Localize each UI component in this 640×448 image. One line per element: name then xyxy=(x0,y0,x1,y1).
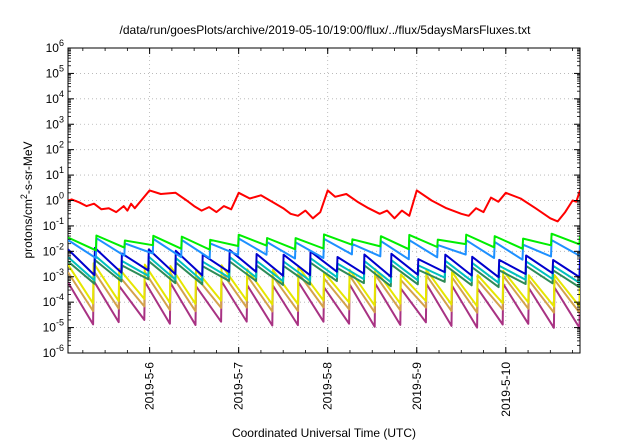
series-line xyxy=(68,189,580,223)
y-tick-exponent: 1 xyxy=(59,165,64,175)
y-tick-exponent: 2 xyxy=(59,140,64,150)
y-tick-exponent: -2 xyxy=(56,241,64,251)
series-group xyxy=(68,189,580,329)
x-tick-label: 2019-5-10 xyxy=(499,362,513,417)
y-tick-label: 10-1 xyxy=(43,216,64,233)
y-tick-exponent: -1 xyxy=(56,216,64,226)
y-tick-base: 10 xyxy=(46,92,60,106)
y-tick-label: 10-4 xyxy=(43,292,64,309)
y-tick-exponent: -5 xyxy=(56,318,64,328)
y-tick-label: 101 xyxy=(46,165,64,182)
y-tick-base: 10 xyxy=(43,295,57,309)
y-tick-label: 100 xyxy=(46,191,64,208)
y-tick-label: 10-6 xyxy=(43,343,64,360)
y-tick-label: 10-5 xyxy=(43,318,64,335)
y-tick-exponent: 6 xyxy=(59,38,64,48)
x-tick-label: 2019-5-9 xyxy=(410,362,424,410)
y-axis-label: protons/cm2-s-sr-MeV xyxy=(19,141,35,258)
y-tick-base: 10 xyxy=(43,270,57,284)
x-tick-label: 2019-5-7 xyxy=(232,362,246,410)
y-tick-label: 102 xyxy=(46,140,64,157)
x-tick-label: 2019-5-8 xyxy=(321,362,335,410)
y-axis-label-suffix: -s-sr-MeV xyxy=(21,141,35,194)
y-axis-label-sup: 2 xyxy=(19,194,29,199)
y-tick-label: 10-2 xyxy=(43,241,64,258)
y-tick-base: 10 xyxy=(43,321,57,335)
chart-title: /data/run/goesPlots/archive/2019-05-10/1… xyxy=(120,23,532,37)
y-tick-base: 10 xyxy=(46,143,60,157)
y-tick-exponent: -4 xyxy=(56,292,64,302)
series-line xyxy=(68,246,580,279)
x-axis: 2019-5-6 2019-5-7 2019-5-8 2019-5-9 2019-5-1… xyxy=(82,48,573,417)
y-tick-exponent: -6 xyxy=(56,343,64,353)
y-tick-base: 10 xyxy=(46,194,60,208)
y-tick-label: 104 xyxy=(46,89,64,106)
y-tick-base: 10 xyxy=(43,219,57,233)
y-tick-base: 10 xyxy=(46,41,60,55)
y-tick-label: 103 xyxy=(46,114,64,131)
x-axis-label: Coordinated Universal Time (UTC) xyxy=(232,426,416,440)
y-tick-exponent: -3 xyxy=(56,267,64,277)
x-tick-label: 2019-5-6 xyxy=(143,362,157,410)
y-tick-exponent: 3 xyxy=(59,114,64,124)
y-tick-base: 10 xyxy=(43,244,57,258)
y-tick-exponent: 0 xyxy=(59,191,64,201)
y-tick-base: 10 xyxy=(46,117,60,131)
y-tick-base: 10 xyxy=(46,168,60,182)
y-axis: 10-610-510-410-310-210-11001011021031041… xyxy=(43,38,580,360)
y-tick-label: 106 xyxy=(46,38,64,55)
series-line xyxy=(68,232,580,252)
y-tick-base: 10 xyxy=(46,66,60,80)
y-tick-label: 105 xyxy=(46,63,64,80)
y-tick-base: 10 xyxy=(43,346,57,360)
y-axis-label-prefix: protons/cm xyxy=(21,199,35,258)
y-tick-label: 10-3 xyxy=(43,267,64,284)
y-tick-exponent: 4 xyxy=(59,89,64,99)
y-tick-exponent: 5 xyxy=(59,63,64,73)
